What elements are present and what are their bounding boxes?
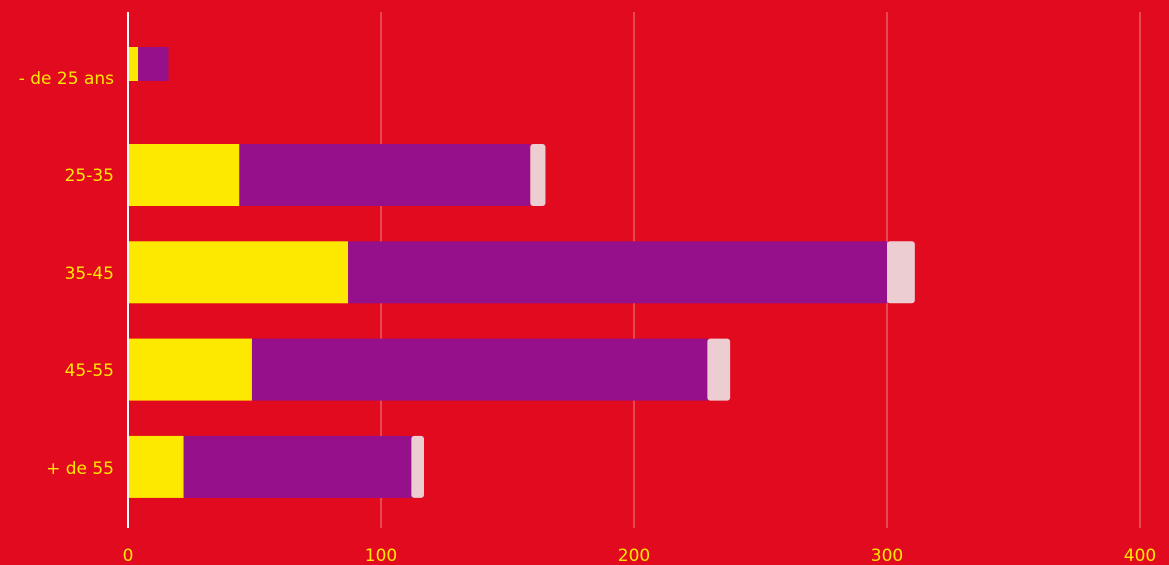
bar-group-1 (128, 47, 169, 81)
bar-segment-3-2 (348, 241, 887, 304)
bar-segment-5-3 (411, 435, 425, 498)
category-label: + de 55 (46, 459, 114, 479)
category-label: - de 25 ans (19, 69, 114, 89)
bar-segment-1-2 (138, 47, 169, 81)
bar-group-5 (128, 435, 425, 498)
x-tick-label: 0 (123, 546, 134, 565)
bar-segment-4-3 (707, 338, 731, 401)
bar-segment-2-3 (530, 144, 546, 206)
category-labels: - de 25 ans 25-35 35-45 45-55 + de 55 (19, 69, 114, 479)
category-label: 25-35 (65, 166, 114, 186)
x-tick-label: 100 (365, 546, 397, 565)
bar-segment-4-1 (128, 338, 252, 401)
category-label: 45-55 (65, 361, 114, 381)
x-tick-label: 300 (871, 546, 903, 565)
bar-segment-3-1 (128, 241, 349, 304)
x-tick-labels: 0 100 200 300 400 (123, 546, 1157, 565)
x-tick-label: 200 (618, 546, 650, 565)
bar-groups (128, 47, 915, 498)
bar-group-3 (128, 241, 915, 304)
x-tick-label: 400 (1124, 546, 1156, 565)
bar-segment-2-1 (128, 144, 240, 206)
category-label: 35-45 (65, 264, 114, 284)
bar-segment-2-2 (239, 144, 531, 206)
bar-segment-5-2 (183, 435, 412, 498)
bar-group-4 (128, 338, 731, 401)
bar-segment-3-3 (887, 241, 915, 304)
bar-group-2 (128, 144, 546, 206)
bar-segment-1-1 (128, 47, 139, 81)
bar-segment-5-1 (128, 435, 184, 498)
bar-segment-4-2 (251, 338, 708, 401)
